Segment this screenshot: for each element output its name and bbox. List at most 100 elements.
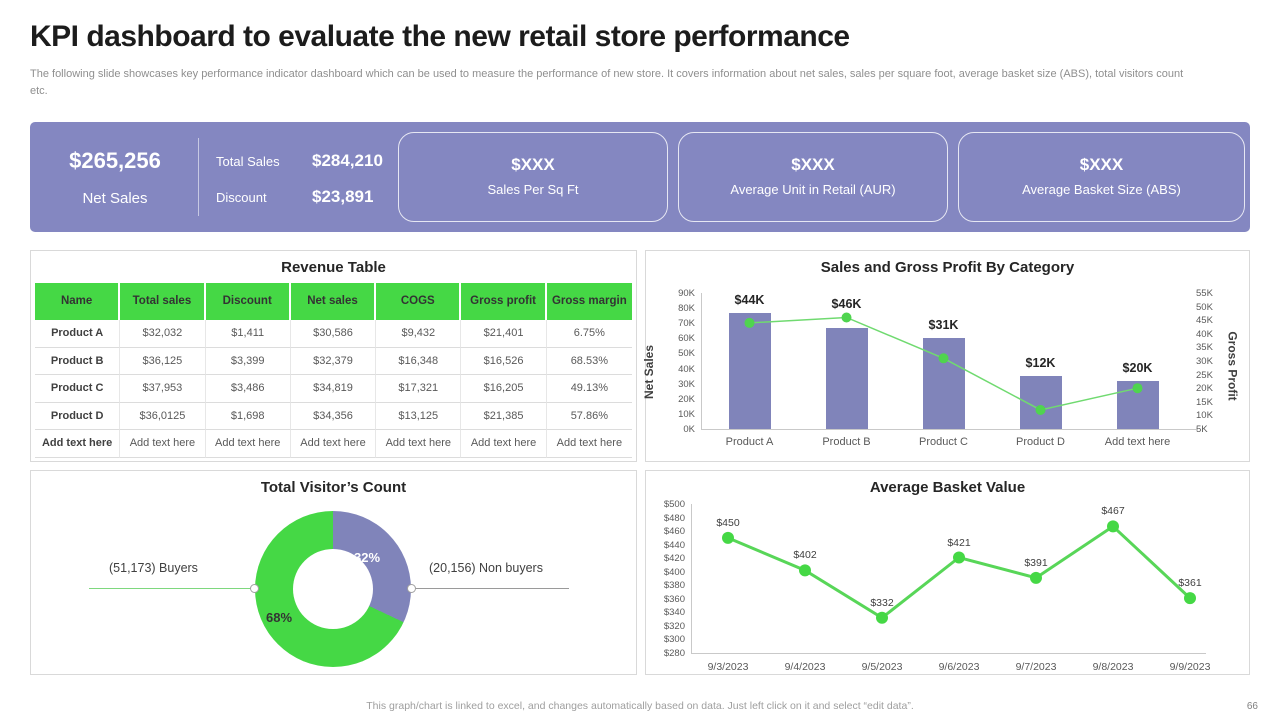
total-sales-label: Total Sales [216,154,280,169]
buyers-leader-line [89,588,255,589]
left-axis-tick: 50K [678,348,695,360]
row-label: Product C [35,375,121,403]
table-cell[interactable]: Add text here [290,430,377,458]
table-cell: 49.13% [546,375,632,403]
table-cell[interactable]: Add text here [546,430,632,458]
row-label[interactable]: Add text here [35,430,121,458]
kpi-box-abs: $XXX Average Basket Size (ABS) [958,132,1245,222]
left-axis-tick: 90K [678,288,695,299]
column-header: Net sales [290,283,377,320]
kpi-box-value: $XXX [791,155,835,174]
data-label: $361 [1178,577,1202,590]
kpi-box-label: Sales Per Sq Ft [487,182,579,197]
left-axis-tick: 60K [678,333,695,345]
right-axis-tick: 50K [1196,301,1213,313]
buyers-label: (51,173) Buyers [109,561,198,575]
page-subtitle: The following slide showcases key perfor… [30,68,1184,98]
page-number: 66 [1246,701,1258,712]
non-buyers-label: (20,156) Non buyers [429,561,543,575]
y-axis-tick: $360 [663,593,685,605]
x-axis-label: 9/6/2023 [938,661,980,673]
bar-add-text-here [1116,380,1159,429]
row-label: Product A [35,320,121,348]
bar-product-b [825,327,868,429]
table-cell: $36,0125 [120,402,206,430]
table-cell: $37,953 [120,375,206,403]
column-header: Gross margin [546,283,632,320]
kpi-band: $265,256 Net Sales Total Sales $284,210 … [30,122,1250,232]
kpi-box-value: $XXX [511,155,555,174]
y-axis-tick: $300 [663,634,685,646]
table-cell: $36,125 [120,347,206,375]
row-label: Product D [35,402,121,430]
avg-basket-value-panel: Average Basket Value $280 $300 $320 $340 $36… [645,470,1250,675]
data-label: $391 [1024,556,1048,569]
revenue-table-panel: Revenue Table Name Total sales Discount Net… [30,250,637,462]
table-cell[interactable]: Add text here [376,430,462,458]
kpi-box-sales-per-sqft: $XXX Sales Per Sq Ft [398,132,668,222]
x-axis-label: 9/5/2023 [861,661,903,673]
column-header: Discount [205,283,291,320]
x-axis-label: 9/3/2023 [707,661,749,673]
x-axis-label: 9/4/2023 [784,661,826,673]
data-label: $402 [793,549,817,562]
right-axis-tick: 40K [1196,328,1213,340]
x-axis-line [691,653,1206,654]
bar-product-a [728,312,771,429]
right-axis-tick: 45K [1196,315,1213,327]
table-cell: $16,205 [461,375,547,403]
line-chart-title: Average Basket Value [869,479,1026,496]
discount-label: Discount [216,190,267,205]
table-cell: $16,348 [376,347,462,375]
table-cell: $3,399 [205,347,291,375]
table-cell: $17,321 [376,375,462,403]
combo-chart: 0K 10K 20K 30K 40K 50K 60K 70K 80K 90K 5K 10K 15K 20K… [646,251,1249,461]
table-cell: 6.75% [546,320,632,348]
basket-value-line [722,520,1196,624]
table-cell: $34,356 [290,402,377,430]
data-label: $450 [716,516,740,529]
table-cell: $3,486 [205,375,291,403]
category-label: Product B [822,436,871,448]
right-axis-tick: 15K [1196,396,1213,408]
left-axis-tick: 20K [678,393,695,405]
data-label: $12K [1025,356,1056,371]
footer-note: This graph/chart is linked to excel, and… [366,700,914,712]
y-axis-tick: $440 [663,539,685,551]
category-label: Product A [725,436,774,448]
table-cell[interactable]: Add text here [205,430,291,458]
x-axis-line [701,429,1198,430]
left-axis-tick: 0K [683,424,695,435]
data-label: $332 [870,596,894,609]
table-cell: $9,432 [376,320,462,348]
total-visitors-panel: Total Visitor’s Count 32% 68% (51,173) B… [30,470,637,675]
right-axis-tick: 25K [1196,369,1213,381]
donut-slice-percent-non-buyers: 32% [353,550,381,565]
donut-chart-title: Total Visitor’s Count [260,479,407,496]
left-axis-tick: 80K [678,303,695,315]
table-cell[interactable]: Add text here [120,430,206,458]
table-cell: $1,411 [205,320,291,348]
category-label: Product C [919,436,968,448]
y-axis-tick: $420 [663,553,685,565]
bar-product-d [1019,376,1062,429]
sales-gross-profit-chart-panel: Sales and Gross Profit By Category Net S… [642,250,1250,462]
kpi-box-aur: $XXX Average Unit in Retail (AUR) [678,132,948,222]
x-axis-label: 9/7/2023 [1015,661,1057,673]
page-title: KPI dashboard to evaluate the new retail… [30,20,850,53]
table-cell: 57.86% [546,403,632,430]
table-cell: $13,125 [376,402,462,430]
table-cell[interactable]: Add text here [461,430,547,458]
revenue-table: Name Total sales Discount Net sales COGS Gros… [35,283,632,458]
band-divider [198,138,199,216]
revenue-table-title: Revenue Table [281,259,386,276]
data-label: $31K [928,318,959,333]
table-cell: $30,586 [290,320,377,348]
y-axis-tick: $500 [663,499,685,510]
kpi-box-label: Average Unit in Retail (AUR) [730,182,896,197]
category-label: Product D [1016,436,1065,448]
non-buyers-leader-dot [407,584,416,593]
row-label: Product B [35,347,121,375]
table-cell: $32,379 [290,347,377,375]
y-axis-tick: $460 [663,526,685,538]
